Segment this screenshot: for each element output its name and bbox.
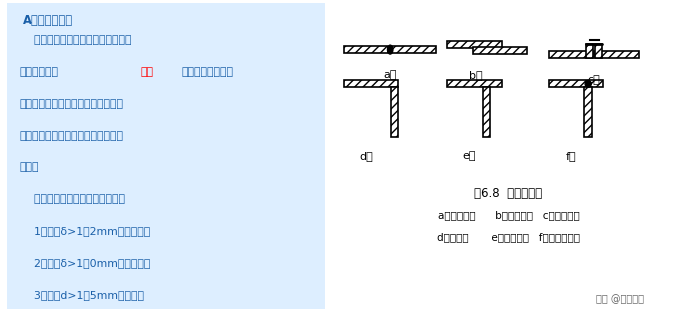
Bar bbox=[392, 46, 437, 53]
Text: 头条 @暖通南社: 头条 @暖通南社 bbox=[596, 294, 644, 304]
Text: 图6.8  焊缝的形式: 图6.8 焊缝的形式 bbox=[475, 187, 542, 200]
Ellipse shape bbox=[388, 45, 393, 54]
FancyBboxPatch shape bbox=[1, 0, 332, 312]
Bar bbox=[473, 47, 527, 54]
Bar bbox=[344, 46, 388, 53]
Ellipse shape bbox=[585, 80, 591, 87]
Text: 在风管及配件加工所选板材密封要: 在风管及配件加工所选板材密封要 bbox=[20, 35, 131, 45]
Bar bbox=[447, 80, 502, 87]
Text: 3、板厚d>1．5mm的铝板。: 3、板厚d>1．5mm的铝板。 bbox=[20, 290, 144, 300]
Text: 一般情况下，焊接连接适用于：: 一般情况下，焊接连接适用于： bbox=[20, 194, 125, 204]
Text: e）: e） bbox=[462, 151, 476, 161]
Text: 工，且咬口质量也较差，这时应采用: 工，且咬口质量也较差，这时应采用 bbox=[20, 131, 123, 141]
Bar bbox=[483, 87, 490, 137]
Bar bbox=[549, 80, 603, 87]
Text: b）: b） bbox=[469, 70, 483, 80]
Text: f）: f） bbox=[565, 151, 576, 161]
Bar bbox=[344, 80, 399, 87]
Text: 1、板厚δ>1．2mm的薄钢板，: 1、板厚δ>1．2mm的薄钢板， bbox=[20, 226, 150, 236]
Bar bbox=[595, 44, 602, 58]
Text: a）对接焊缝      b）搭接焊缝   c）扳边焊缝: a）对接焊缝 b）搭接焊缝 c）扳边焊缝 bbox=[437, 211, 580, 221]
Text: 较厚: 较厚 bbox=[141, 67, 154, 77]
Text: 连接，则会因机械强度较高而难于加: 连接，则会因机械强度较高而难于加 bbox=[20, 99, 123, 109]
Text: 时，若仍采用咬口: 时，若仍采用咬口 bbox=[182, 67, 233, 77]
Bar bbox=[447, 41, 502, 47]
Bar bbox=[391, 87, 399, 137]
Text: 焊接。: 焊接。 bbox=[20, 163, 39, 173]
Text: A、适用条件：: A、适用条件： bbox=[23, 14, 73, 27]
Bar bbox=[584, 87, 592, 137]
Text: d）角焊缝       e）搭接角缝   f）扳边角焊缝: d）角焊缝 e）搭接角缝 f）扳边角焊缝 bbox=[437, 232, 580, 242]
Text: 求较高或板材: 求较高或板材 bbox=[20, 67, 58, 77]
Bar bbox=[595, 51, 639, 58]
Text: 2、板厚δ>1．0mm的不诱钢板: 2、板厚δ>1．0mm的不诱钢板 bbox=[20, 258, 150, 268]
Text: c）: c） bbox=[588, 75, 601, 85]
Bar bbox=[549, 51, 593, 58]
Text: d）: d） bbox=[359, 151, 373, 161]
Text: a）: a） bbox=[384, 70, 397, 80]
Bar bbox=[586, 44, 593, 58]
